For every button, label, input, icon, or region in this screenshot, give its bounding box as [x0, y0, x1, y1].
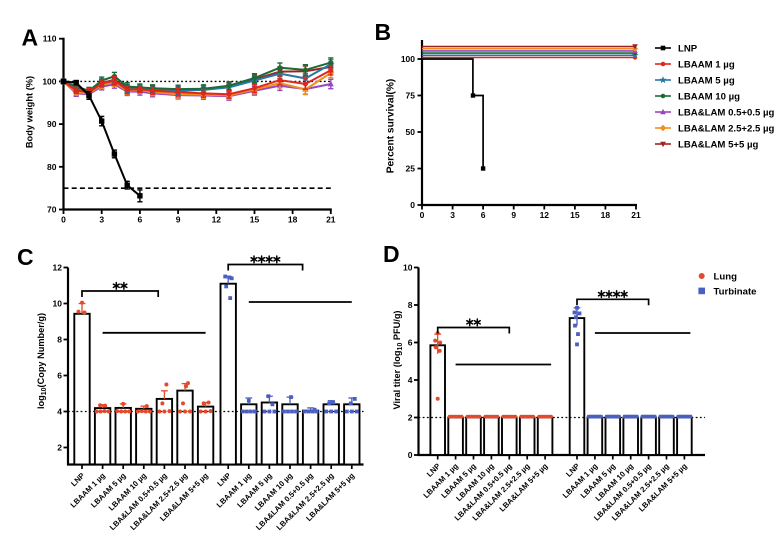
- svg-text:C: C: [17, 244, 34, 270]
- svg-text:50: 50: [406, 127, 416, 137]
- svg-text:6: 6: [408, 337, 413, 347]
- svg-text:25: 25: [406, 164, 416, 174]
- svg-text:70: 70: [47, 205, 57, 215]
- svg-text:90: 90: [47, 119, 57, 129]
- svg-text:2: 2: [408, 412, 413, 422]
- svg-text:12: 12: [212, 215, 222, 225]
- svg-text:LBAAM 10 µg: LBAAM 10 µg: [678, 92, 740, 103]
- svg-text:LBAAM 5 µg: LBAAM 5 µg: [678, 76, 735, 87]
- svg-text:A: A: [22, 25, 39, 51]
- svg-text:6: 6: [57, 370, 62, 380]
- svg-text:Lung: Lung: [714, 272, 738, 283]
- svg-text:18: 18: [288, 215, 298, 225]
- svg-text:2: 2: [57, 442, 62, 452]
- svg-text:0: 0: [420, 210, 425, 220]
- svg-text:100: 100: [42, 76, 56, 86]
- svg-text:4: 4: [57, 406, 62, 416]
- svg-text:18: 18: [601, 210, 611, 220]
- svg-text:log10(Copy Number/g): log10(Copy Number/g): [36, 313, 48, 409]
- svg-text:15: 15: [570, 210, 580, 220]
- svg-text:0: 0: [408, 450, 413, 460]
- svg-text:10: 10: [53, 298, 63, 308]
- svg-text:3: 3: [99, 215, 104, 225]
- svg-text:4: 4: [408, 375, 413, 385]
- svg-text:6: 6: [138, 215, 143, 225]
- svg-text:Body weight (%): Body weight (%): [25, 76, 35, 148]
- svg-text:12: 12: [53, 262, 63, 272]
- svg-text:D: D: [383, 241, 400, 267]
- svg-text:0: 0: [61, 215, 66, 225]
- svg-text:75: 75: [406, 91, 416, 101]
- svg-text:10: 10: [403, 262, 413, 272]
- svg-text:12: 12: [540, 210, 550, 220]
- svg-text:8: 8: [408, 300, 413, 310]
- svg-text:15: 15: [250, 215, 260, 225]
- svg-text:100: 100: [401, 54, 415, 64]
- svg-text:LBA&LAM 2.5+2.5 µg: LBA&LAM 2.5+2.5 µg: [678, 124, 775, 135]
- svg-text:6: 6: [481, 210, 486, 220]
- svg-text:110: 110: [43, 34, 57, 44]
- svg-text:0: 0: [410, 200, 415, 210]
- svg-text:LBAAM 1 µg: LBAAM 1 µg: [678, 60, 735, 71]
- svg-text:LBA&LAM 5+5 µg: LBA&LAM 5+5 µg: [678, 140, 759, 151]
- svg-text:21: 21: [326, 215, 336, 225]
- svg-text:LBA&LAM 0.5+0.5 µg: LBA&LAM 0.5+0.5 µg: [678, 108, 775, 119]
- svg-text:80: 80: [47, 162, 57, 172]
- svg-text:9: 9: [176, 215, 181, 225]
- svg-text:Percent survival(%): Percent survival(%): [386, 79, 397, 174]
- svg-text:B: B: [375, 19, 392, 45]
- svg-text:3: 3: [450, 210, 455, 220]
- svg-text:8: 8: [57, 334, 62, 344]
- svg-text:LNP: LNP: [678, 44, 698, 55]
- svg-text:21: 21: [631, 210, 641, 220]
- svg-text:Viral titer (log10 PFU/g): Viral titer (log10 PFU/g): [392, 310, 404, 409]
- svg-text:9: 9: [511, 210, 516, 220]
- svg-text:Turbinate: Turbinate: [714, 287, 757, 298]
